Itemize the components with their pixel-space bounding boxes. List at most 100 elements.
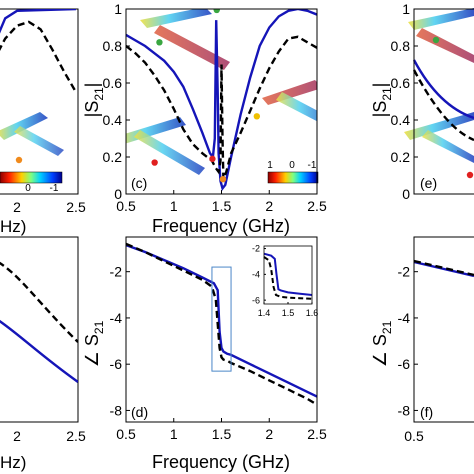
panel-d-inset-xtick-label: 1.6 bbox=[306, 308, 319, 318]
panel-d-yticks: -2 -4 -6 -8 bbox=[110, 264, 130, 418]
panel-c-ylabel-main: |S bbox=[82, 101, 102, 118]
panel-c-xtick-label: 0.5 bbox=[116, 198, 136, 214]
left-colorbar bbox=[0, 171, 63, 184]
panel-e-frame bbox=[413, 8, 474, 195]
panel-c-solid-series bbox=[126, 9, 317, 192]
panel-c-structure-insets bbox=[126, 9, 317, 175]
panel-c-markers bbox=[151, 9, 261, 183]
panel-d-dashed-series bbox=[126, 242, 317, 406]
panel-e-label: (e) bbox=[420, 175, 437, 191]
panel-d-ytick-label: -8 bbox=[110, 402, 123, 418]
panel-c-dashed-series bbox=[126, 35, 317, 180]
panel-c-xlabel: Frequency (GHz) bbox=[152, 216, 290, 236]
panel-d-inset: -2 -4 -6 1.4 1.5 1.6 bbox=[252, 244, 318, 318]
panel-d-ylabel-sub: 21 bbox=[92, 320, 106, 334]
svg-text:|S21|: |S21| bbox=[82, 83, 106, 118]
panel-f: ∠ S21 -2 -4 -6 -8 (f) 0.5 bbox=[370, 236, 474, 444]
panel-f-frame bbox=[413, 236, 474, 423]
panel-c-ylabel: |S21| bbox=[82, 83, 106, 118]
left-colorbar-tick-1: -1 bbox=[50, 183, 59, 194]
panel-f-ytick-label: -6 bbox=[398, 356, 411, 372]
panel-c-colorbar-tick-0: 0 bbox=[289, 160, 295, 171]
panel-c: |S21| 00.20.40.60.81 0.5 1 1.5 2 2.5 1 0 -1 … bbox=[82, 1, 327, 236]
panel-c-xtick-label: 1.5 bbox=[212, 198, 232, 214]
panel-e-ylabel: |S21| bbox=[370, 83, 394, 118]
panel-c-label: (c) bbox=[131, 175, 147, 191]
panel-e-structure-insets bbox=[404, 8, 474, 163]
left-top-structure-inset bbox=[0, 112, 64, 156]
panel-c-ytick-label: 0.2 bbox=[103, 149, 123, 165]
panel-d-xtick-label: 0.5 bbox=[116, 426, 136, 442]
panel-c-marker bbox=[253, 113, 261, 120]
panel-e-dashed-series bbox=[412, 69, 474, 142]
left-bottom-xlabel-cut: Hz) bbox=[0, 453, 26, 472]
panel-c-colorbar-tick-1: 1 bbox=[267, 160, 273, 171]
left-bottom-frame bbox=[0, 236, 79, 423]
panel-f-ytick-label: -4 bbox=[398, 310, 411, 326]
panel-f-solid-series bbox=[413, 260, 474, 278]
left-bottom-dashed-series bbox=[0, 261, 78, 343]
panel-c-yticks: 0 0.2 0.4 0.6 0.8 1 bbox=[103, 1, 130, 202]
panel-e-solid-series bbox=[412, 59, 474, 120]
panel-c-ytick-label: 0.4 bbox=[103, 112, 123, 128]
panel-d-inset-solid-series bbox=[263, 252, 313, 296]
panel-d-inset-yticks: -2 -4 -6 bbox=[252, 244, 266, 305]
panel-c-ylabel-sub: 21 bbox=[92, 87, 106, 101]
panel-d-inset-ytick-label: -2 bbox=[252, 244, 260, 254]
panel-f-ylabel-sub: 21 bbox=[380, 320, 394, 334]
panel-c-frame bbox=[125, 8, 318, 195]
panel-c-xtick-label: 1 bbox=[170, 198, 178, 214]
panel-c-ylabel-end: | bbox=[82, 83, 102, 88]
panel-c-colorbar-tick-neg1: -1 bbox=[308, 160, 317, 171]
panel-d-xticks: 0.5 1 1.5 2 2.5 bbox=[116, 418, 327, 442]
panel-d-zoom-box bbox=[211, 266, 232, 372]
panel-f-ylabel-main: ∠ S bbox=[370, 334, 390, 367]
panel-e-marker-green bbox=[432, 36, 440, 44]
panel-d-ytick-label: -2 bbox=[110, 264, 123, 280]
panel-c-xticks: 0.5 1 1.5 2 2.5 bbox=[116, 190, 327, 214]
panel-e-marker-red bbox=[466, 171, 474, 179]
panel-c-ytick-label: 0.6 bbox=[103, 75, 123, 91]
panel-d-inset-xtick-label: 1.4 bbox=[258, 308, 271, 318]
left-top-frame bbox=[0, 8, 79, 195]
panel-e-ytick-label: 0 bbox=[402, 186, 410, 202]
panel-d-inset-xtick-label: 1.5 bbox=[282, 308, 295, 318]
left-top-marker-orange bbox=[15, 156, 23, 164]
panel-c-marker bbox=[209, 155, 216, 163]
panel-d-ytick-label: -4 bbox=[110, 310, 123, 326]
panel-f-xtick-0-5: 0.5 bbox=[404, 428, 424, 444]
panel-c-colorbar bbox=[267, 171, 319, 184]
panel-d-frame bbox=[125, 236, 318, 423]
panel-e-ylabel-main: |S bbox=[370, 101, 390, 118]
panel-d-xtick-label: 1 bbox=[170, 426, 178, 442]
panel-c-ytick-label: 0 bbox=[114, 186, 122, 202]
panel-e-ytick-label: 0.6 bbox=[391, 75, 411, 91]
panel-e-ytick-label: 1 bbox=[402, 1, 410, 17]
panel-d: ∠ S21 -2 -4 -6 -8 0.5 1 1.5 2 2.5 -2 -4 -6 1.4 1.5… bbox=[82, 236, 327, 472]
svg-text:∠ S21: ∠ S21 bbox=[82, 320, 106, 367]
panel-c-marker bbox=[213, 9, 220, 14]
panel-c-marker bbox=[156, 39, 163, 46]
left-bottom-xtick-2-5: 2.5 bbox=[66, 428, 86, 444]
left-xtick-2-5: 2.5 bbox=[66, 199, 86, 215]
left-top-panel: 0 -1 2 2.5 Hz) bbox=[0, 8, 86, 236]
panel-f-ytick-label: -8 bbox=[398, 402, 411, 418]
panel-d-inset-ytick-label: -4 bbox=[252, 270, 260, 280]
panel-c-marker bbox=[151, 159, 158, 166]
panel-c-xtick-label: 2.5 bbox=[307, 198, 327, 214]
panel-e-ylabel-end: | bbox=[370, 83, 390, 88]
svg-text:|S21|: |S21| bbox=[370, 83, 394, 118]
panel-f-yticks: -2 -4 -6 -8 bbox=[398, 264, 418, 418]
panel-f-ytick-label: -2 bbox=[398, 264, 411, 280]
left-top-solid-series bbox=[0, 9, 77, 34]
panel-d-xtick-label: 2.5 bbox=[307, 426, 327, 442]
panel-c-marker bbox=[219, 176, 227, 183]
panel-d-xlabel: Frequency (GHz) bbox=[152, 452, 290, 472]
panel-e-ytick-label: 0.8 bbox=[391, 38, 411, 54]
panel-d-inset-xticks: 1.4 1.5 1.6 bbox=[258, 302, 319, 318]
panel-d-label: (d) bbox=[131, 404, 148, 420]
panel-d-inset-ytick-label: -6 bbox=[252, 295, 260, 305]
panel-d-solid-series bbox=[126, 243, 317, 398]
panel-c-ytick-label: 1 bbox=[114, 1, 122, 17]
